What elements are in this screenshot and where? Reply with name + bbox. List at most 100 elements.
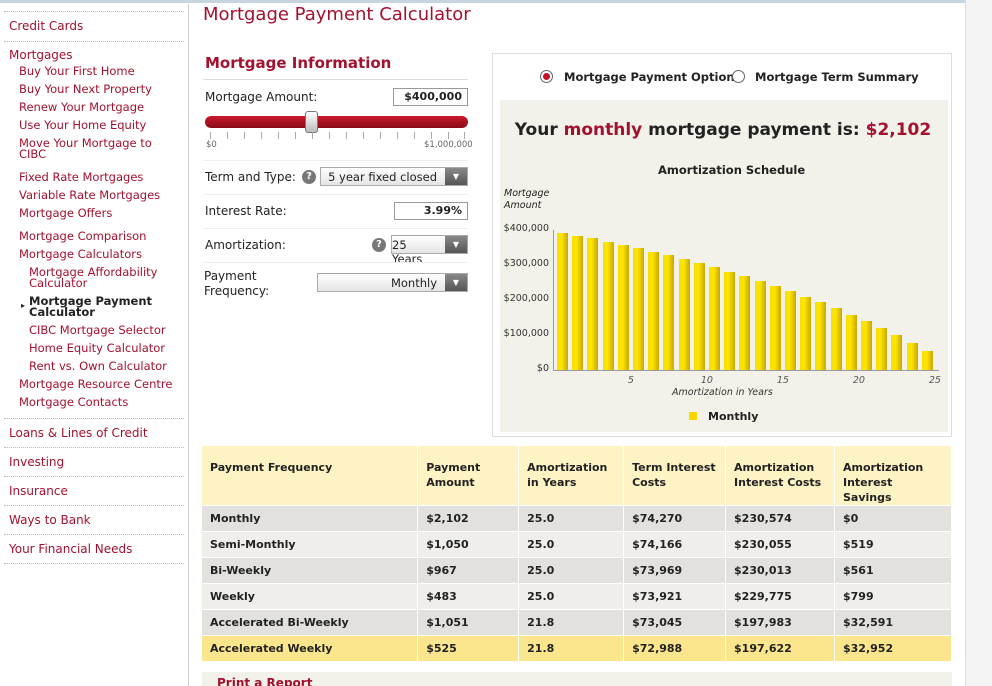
cell: 25.0	[518, 583, 625, 610]
x-tick-label: 25	[928, 375, 941, 386]
cell: $561	[834, 557, 952, 584]
result-prefix: Your	[514, 120, 564, 140]
cell: $197,983	[725, 609, 835, 636]
table-row: Bi-Weekly $967 25.0 $73,969 $230,013 $561	[202, 557, 952, 584]
scrollbar[interactable]	[965, 0, 992, 686]
cell: $229,775	[725, 583, 835, 610]
amount-slider-handle[interactable]	[305, 111, 318, 133]
print-report-bar: Print a Report	[202, 672, 952, 686]
separator	[4, 41, 184, 42]
bar	[572, 235, 584, 370]
sidebar-item-rent-vs-own[interactable]: Rent vs. Own Calculator	[29, 359, 167, 373]
bar	[785, 291, 796, 370]
amount-slider-track[interactable]	[205, 116, 468, 128]
divider	[203, 79, 468, 80]
sidebar-item-home-equity-calculator[interactable]: Home Equity Calculator	[29, 341, 166, 355]
result-amount: $2,102	[865, 120, 932, 140]
sidebar-item-fixed-rate[interactable]: Fixed Rate Mortgages	[19, 170, 144, 184]
term-select-value: 5 year fixed closed	[328, 170, 437, 184]
sidebar-item-payment-calculator[interactable]: Mortgage Payment Calculator	[29, 294, 153, 319]
current-arrow-icon: ▸	[21, 301, 26, 310]
bar	[830, 308, 842, 370]
col-header: Term Interest Costs	[623, 446, 727, 506]
table-row: Accelerated Weekly $525 21.8 $72,988 $197,62…	[202, 635, 952, 661]
cell: 21.8	[518, 609, 625, 636]
sidebar-item-move-mortgage[interactable]: Move Your Mortgage to CIBC	[19, 136, 152, 161]
cell: $197,622	[725, 635, 835, 661]
sidebar-insurance[interactable]: Insurance	[9, 484, 68, 498]
sidebar-credit-cards[interactable]: Credit Cards	[9, 19, 84, 33]
cell: $230,574	[725, 505, 835, 532]
cell: $73,921	[623, 583, 727, 610]
sidebar-item-variable-rate[interactable]: Variable Rate Mortgages	[19, 188, 161, 202]
sidebar-item-buy-first-home[interactable]: Buy Your First Home	[19, 64, 135, 78]
cell: $73,969	[623, 557, 727, 584]
sidebar-item-renew-mortgage[interactable]: Renew Your Mortgage	[19, 100, 145, 114]
sidebar-item-mortgage-calculators[interactable]: Mortgage Calculators	[19, 247, 142, 261]
chevron-down-icon: ▼	[445, 274, 467, 291]
bar	[876, 328, 888, 370]
radio-payment-options[interactable]	[540, 70, 553, 83]
sidebar-item-resource-centre[interactable]: Mortgage Resource Centre	[19, 377, 173, 391]
col-header: Amortization Interest Costs	[725, 446, 835, 506]
bar	[800, 296, 812, 370]
print-report-link[interactable]: Print a Report	[217, 676, 313, 686]
sidebar-item-buy-next-property[interactable]: Buy Your Next Property	[19, 82, 152, 96]
cell: $519	[834, 531, 952, 558]
cell: $230,055	[725, 531, 835, 558]
section-title: Mortgage Information	[205, 54, 392, 72]
sidebar-item-mortgage-contacts[interactable]: Mortgage Contacts	[19, 395, 129, 409]
y-tick-label: $0	[536, 363, 549, 374]
bar	[602, 241, 614, 370]
amortization-select[interactable]: 25 Years ▼	[391, 235, 468, 266]
bar	[587, 238, 599, 370]
page-title: Mortgage Payment Calculator	[203, 4, 471, 25]
cell: Semi-Monthly	[202, 531, 419, 558]
frequency-select[interactable]: Monthly ▼	[317, 273, 468, 292]
bar	[739, 276, 751, 370]
mortgage-amount-input[interactable]: $400,000	[393, 88, 468, 106]
sidebar-item-mortgage-offers[interactable]: Mortgage Offers	[19, 206, 113, 220]
sidebar-investing[interactable]: Investing	[9, 455, 65, 469]
bar	[693, 263, 705, 370]
col-header: Amortization Interest Savings	[834, 446, 952, 506]
cell: Bi-Weekly	[202, 557, 419, 584]
slider-max-label: $1,000,000	[424, 140, 473, 150]
y-axis-line	[553, 230, 554, 371]
cell: $32,952	[834, 635, 952, 661]
col-header: Payment Frequency	[202, 446, 419, 506]
radio-term-summary[interactable]	[732, 70, 745, 83]
top-border	[0, 0, 992, 3]
table-row: Weekly $483 25.0 $73,921 $229,775 $799	[202, 583, 952, 610]
divider	[203, 262, 468, 263]
divider	[203, 160, 468, 161]
payment-table: Payment Frequency Payment Amount Amortiz…	[202, 446, 952, 661]
payment-result: Your monthly mortgage payment is: $2,102	[500, 120, 946, 140]
cell: $230,013	[725, 557, 835, 584]
sidebar-item-mortgage-comparison[interactable]: Mortgage Comparison	[19, 229, 147, 243]
bar	[617, 244, 629, 370]
amortization-help-icon[interactable]: ?	[372, 238, 386, 252]
bar	[709, 267, 720, 370]
option-term-summary[interactable]: Mortgage Term Summary	[755, 70, 919, 84]
term-select[interactable]: 5 year fixed closed ▼	[320, 167, 468, 186]
divider	[203, 228, 468, 229]
cell: $32,591	[834, 609, 952, 636]
term-help-icon[interactable]: ?	[302, 170, 316, 184]
option-payment-options[interactable]: Mortgage Payment Options	[564, 70, 742, 84]
sidebar-financial-needs[interactable]: Your Financial Needs	[9, 542, 133, 556]
bar	[845, 314, 857, 370]
cell: 25.0	[518, 505, 625, 532]
sidebar-mortgages[interactable]: Mortgages	[9, 48, 73, 62]
sidebar-loans[interactable]: Loans & Lines of Credit	[9, 426, 148, 440]
sidebar-item-use-home-equity[interactable]: Use Your Home Equity	[19, 118, 147, 132]
table-header-row: Payment Frequency Payment Amount Amortiz…	[202, 446, 952, 506]
sidebar-item-mortgage-selector[interactable]: CIBC Mortgage Selector	[29, 323, 166, 337]
sidebar-item-affordability-calculator[interactable]: Mortgage Affordability Calculator	[29, 265, 158, 290]
cell: $799	[834, 583, 952, 610]
col-header: Amortization in Years	[518, 446, 625, 506]
chevron-down-icon: ▼	[445, 168, 467, 185]
sidebar-ways-to-bank[interactable]: Ways to Bank	[9, 513, 91, 527]
interest-rate-input[interactable]: 3.99%	[394, 202, 468, 220]
cell: $525	[417, 635, 520, 661]
